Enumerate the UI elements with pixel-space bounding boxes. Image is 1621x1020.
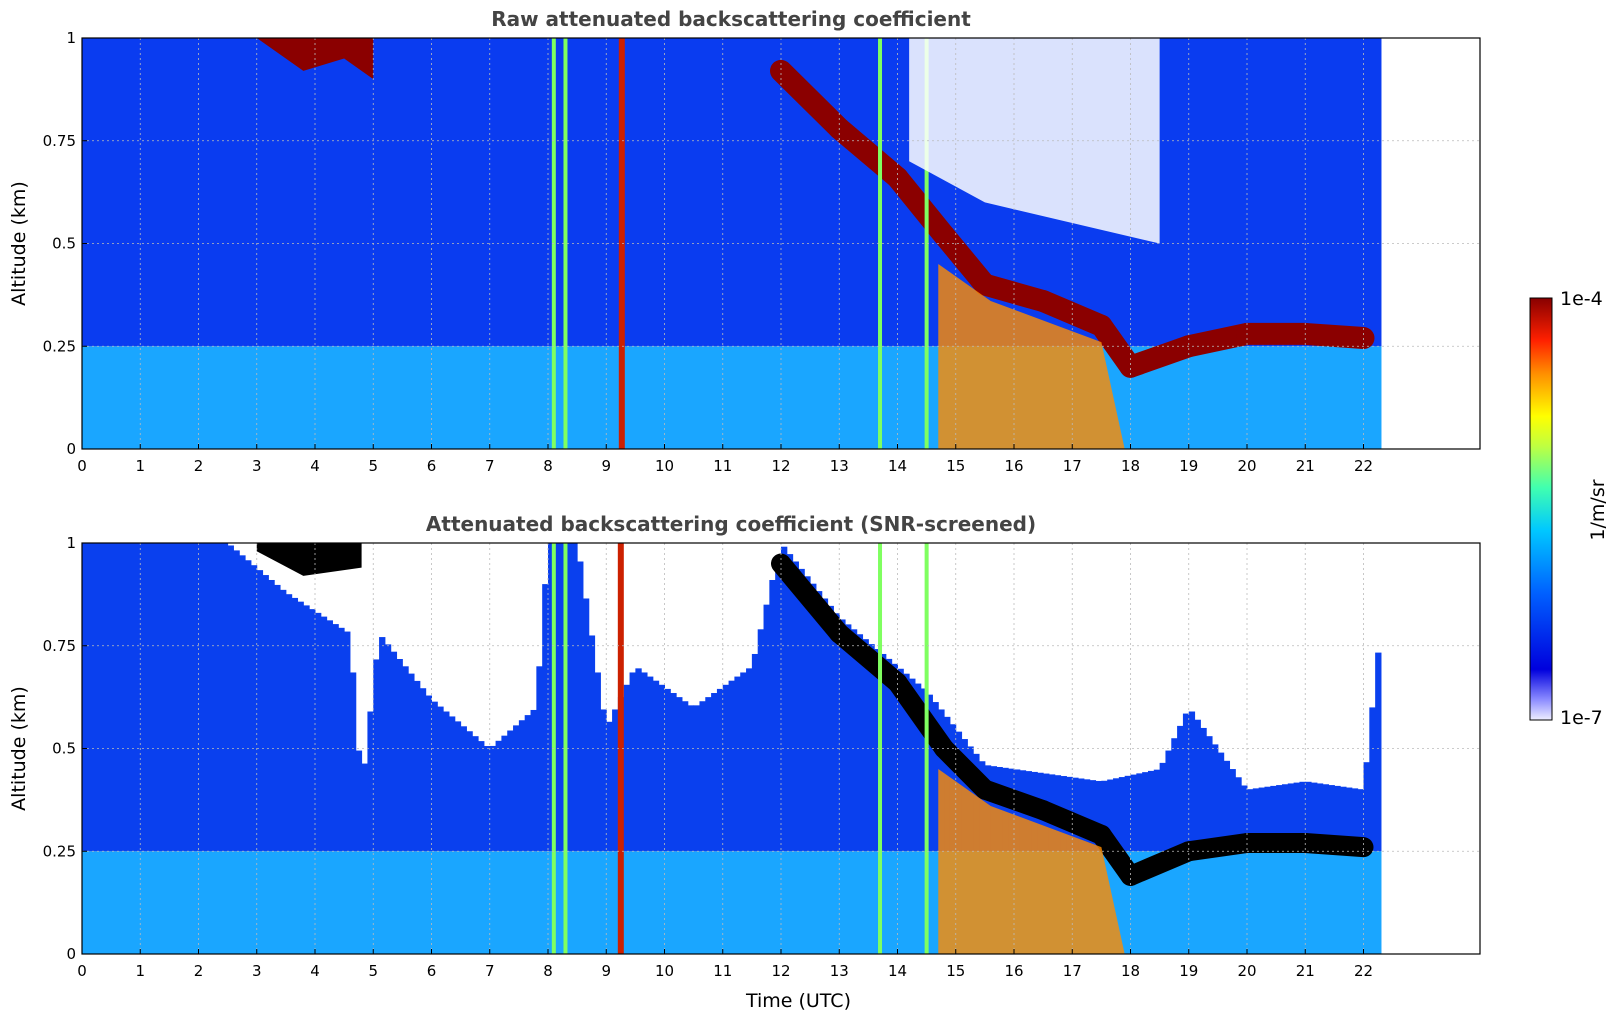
x-tick-label: 20 — [1237, 457, 1256, 475]
x-tick-label: 16 — [1004, 962, 1023, 980]
x-tick-label: 1 — [135, 457, 145, 475]
x-tick-label: 9 — [601, 962, 611, 980]
heatmap-image — [82, 543, 1382, 954]
x-tick-label: 18 — [1121, 457, 1140, 475]
x-tick-label: 4 — [310, 457, 320, 475]
streak — [618, 38, 625, 449]
x-tick-label: 1 — [135, 962, 145, 980]
streak — [878, 543, 883, 954]
x-tick-label: 22 — [1354, 962, 1373, 980]
x-tick-label: 10 — [655, 962, 674, 980]
y-tick-label: 0.5 — [52, 235, 76, 253]
colorbar-gradient — [1529, 297, 1553, 721]
x-tick-label: 21 — [1296, 457, 1315, 475]
streak — [563, 543, 568, 954]
colorbar-label: 1/m/sr — [1587, 479, 1609, 540]
chart-title: Attenuated backscattering coefficient (S… — [426, 512, 1036, 536]
x-tick-label: 2 — [194, 457, 204, 475]
x-tick-label: 15 — [946, 962, 965, 980]
colorbar: 1e-4 1e-7 1/m/sr — [1529, 288, 1609, 729]
streak — [563, 38, 568, 449]
heatmap-image — [82, 38, 1382, 449]
x-tick-label: 0 — [77, 962, 87, 980]
x-tick-label: 19 — [1179, 457, 1198, 475]
y-tick-label: 0.25 — [43, 337, 76, 355]
streak — [924, 38, 929, 449]
y-tick-label: 1 — [66, 534, 76, 552]
y-axis-label: Altitude (km) — [8, 181, 30, 306]
x-tick-label: 14 — [888, 457, 907, 475]
x-tick-label: 3 — [252, 962, 262, 980]
y-tick-label: 0.25 — [43, 842, 76, 860]
x-tick-label: 5 — [368, 457, 378, 475]
x-tick-label: 17 — [1063, 962, 1082, 980]
panel-1: 0 1 2 3 4 5 6 7 8 9 10 11 12 13 14 15 16 17 18 19 20 21 2200.2… — [8, 7, 1481, 475]
streak — [617, 543, 624, 954]
x-tick-label: 11 — [713, 962, 732, 980]
chart-title: Raw attenuated backscattering coefficien… — [491, 7, 971, 31]
x-tick-label: 12 — [771, 962, 790, 980]
x-tick-label: 8 — [543, 962, 553, 980]
y-axis-label: Altitude (km) — [8, 686, 30, 811]
panels: 0 1 2 3 4 5 6 7 8 9 10 11 12 13 14 15 16 17 18 19 20 21 2200.2… — [8, 7, 1481, 1012]
x-tick-label: 17 — [1063, 457, 1082, 475]
x-tick-label: 22 — [1354, 457, 1373, 475]
x-tick-label: 20 — [1237, 962, 1256, 980]
x-tick-label: 6 — [427, 457, 437, 475]
y-tick-label: 1 — [66, 29, 76, 47]
y-tick-label: 0 — [66, 945, 76, 963]
x-tick-label: 12 — [771, 457, 790, 475]
x-tick-label: 9 — [601, 457, 611, 475]
colorbar-min-label: 1e-7 — [1560, 707, 1603, 729]
x-tick-label: 19 — [1179, 962, 1198, 980]
x-tick-label: 6 — [427, 962, 437, 980]
x-tick-label: 0 — [77, 457, 87, 475]
x-tick-label: 14 — [888, 962, 907, 980]
y-tick-label: 0.75 — [43, 637, 76, 655]
x-tick-label: 11 — [713, 457, 732, 475]
y-tick-label: 0.75 — [43, 132, 76, 150]
x-tick-label: 3 — [252, 457, 262, 475]
x-tick-label: 18 — [1121, 962, 1140, 980]
x-axis-label: Time (UTC) — [745, 990, 851, 1012]
x-tick-label: 5 — [368, 962, 378, 980]
colorbar-max-label: 1e-4 — [1560, 288, 1603, 310]
x-tick-label: 15 — [946, 457, 965, 475]
x-tick-label: 4 — [310, 962, 320, 980]
x-tick-label: 10 — [655, 457, 674, 475]
x-tick-label: 16 — [1004, 457, 1023, 475]
x-tick-label: 2 — [194, 962, 204, 980]
x-tick-label: 13 — [830, 962, 849, 980]
x-tick-label: 8 — [543, 457, 553, 475]
streak — [924, 543, 929, 954]
x-tick-label: 7 — [485, 962, 495, 980]
x-tick-label: 21 — [1296, 962, 1315, 980]
y-tick-label: 0.5 — [52, 740, 76, 758]
y-tick-label: 0 — [66, 440, 76, 458]
panel-2: 0 1 2 3 4 5 6 7 8 9 10 11 12 13 14 15 16 17 18 19 20 21 2200.2… — [8, 512, 1481, 1012]
x-tick-label: 7 — [485, 457, 495, 475]
streak — [878, 38, 883, 449]
x-tick-label: 13 — [830, 457, 849, 475]
